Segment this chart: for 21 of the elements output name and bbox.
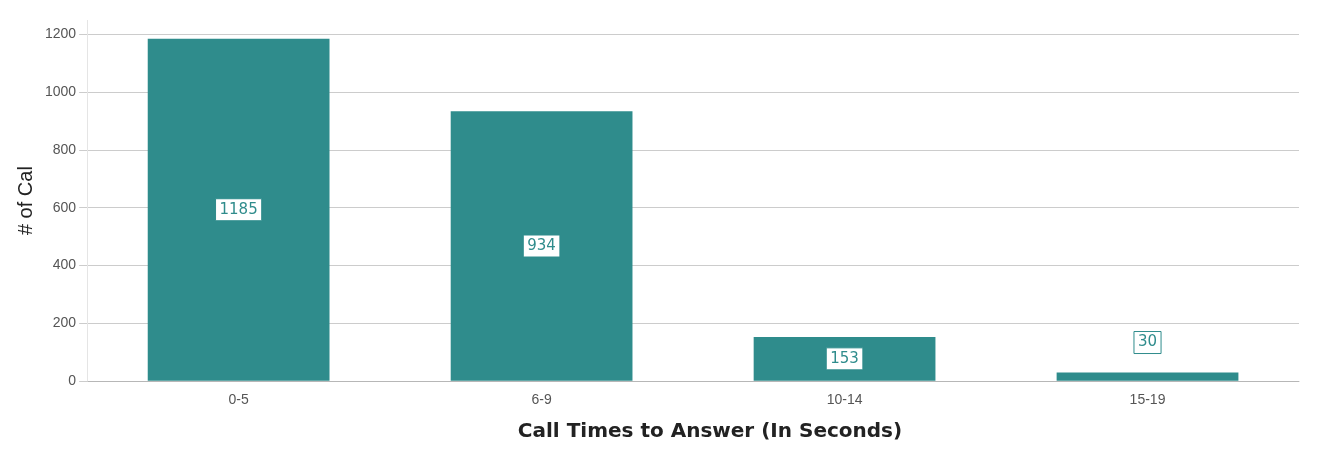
x-tick-label: 0-5 — [228, 391, 249, 408]
data-label: 30 — [1137, 332, 1158, 351]
y-axis-title: # of Cal — [13, 166, 36, 236]
y-tick-label: 200 — [52, 314, 77, 331]
x-tick-label: 15-19 — [1129, 391, 1166, 408]
bar — [1056, 372, 1239, 381]
data-label: 1185 — [219, 199, 258, 218]
y-tick-label: 1200 — [44, 25, 77, 42]
y-tick-label: 800 — [52, 140, 77, 157]
x-tick-label: 10-14 — [826, 391, 863, 408]
data-label: 934 — [527, 235, 556, 254]
data-label: 153 — [830, 348, 859, 367]
y-tick-label: 600 — [52, 198, 77, 215]
y-tick-label: 400 — [52, 256, 77, 273]
x-axis-title: Call Times to Answer (In Seconds) — [516, 418, 904, 442]
bar — [147, 38, 330, 381]
bar — [450, 111, 633, 381]
bar — [753, 336, 936, 381]
x-tick-label: 6-9 — [531, 391, 552, 408]
y-tick-label: 1000 — [44, 83, 77, 100]
y-tick-label: 0 — [68, 372, 77, 389]
